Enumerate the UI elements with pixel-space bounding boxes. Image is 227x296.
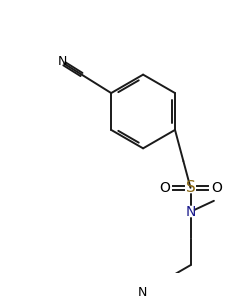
Text: N: N [137,286,147,296]
Text: O: O [210,181,221,195]
Text: O: O [159,181,169,195]
Text: S: S [185,180,195,195]
Text: N: N [185,205,195,219]
Text: N: N [57,55,66,68]
